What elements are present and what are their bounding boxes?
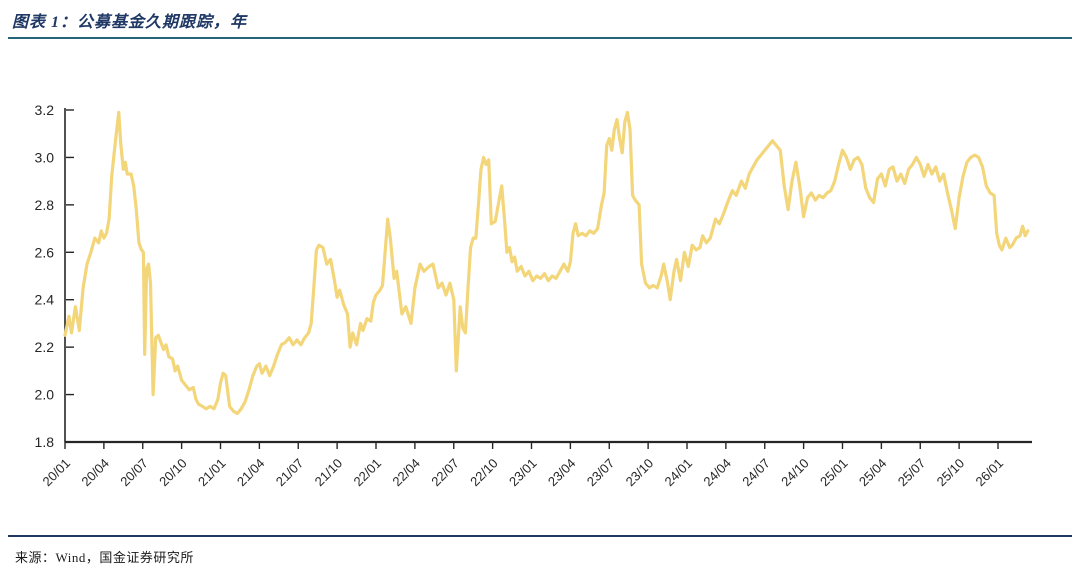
x-tick-label: 25/10 [934, 456, 968, 490]
y-tick-label: 2.2 [35, 339, 55, 355]
figure-title: 图表 1：公募基金久期跟踪，年 [12, 14, 248, 31]
x-tick-label: 20/10 [156, 456, 190, 490]
x-tick-label: 21/01 [195, 456, 229, 490]
footer-divider [8, 535, 1072, 537]
x-tick-label: 23/07 [584, 456, 618, 490]
y-tick-label: 3.0 [35, 149, 55, 165]
x-tick-label: 22/07 [428, 456, 462, 490]
x-tick-label: 23/01 [506, 456, 540, 490]
series-line-duration [63, 110, 1030, 416]
y-tick-label: 2.6 [35, 244, 55, 260]
x-tick-label: 21/04 [234, 456, 268, 490]
x-tick-label: 24/04 [700, 456, 734, 490]
title-divider [8, 37, 1072, 39]
x-tick-label: 20/01 [40, 456, 74, 490]
x-tick-label: 25/01 [817, 456, 851, 490]
y-tick-label: 3.2 [35, 102, 55, 118]
y-tick-label: 1.8 [35, 434, 55, 450]
y-tick-label: 2.0 [35, 387, 55, 403]
x-tick-label: 21/10 [312, 456, 346, 490]
x-tick-label: 22/04 [389, 456, 423, 490]
x-tick-label: 26/01 [973, 456, 1007, 490]
x-tick-label: 20/07 [117, 456, 151, 490]
y-tick-label: 2.4 [35, 292, 55, 308]
source-note: 来源：Wind，国金证券研究所 [15, 550, 194, 565]
y-tick-label: 2.8 [35, 197, 55, 213]
x-tick-label: 22/10 [467, 456, 501, 490]
x-tick-label: 24/10 [778, 456, 812, 490]
x-tick-label: 23/10 [623, 456, 657, 490]
x-tick-label: 21/07 [273, 456, 307, 490]
x-tick-label: 22/01 [351, 456, 385, 490]
x-tick-label: 25/07 [895, 456, 929, 490]
x-tick-label: 25/04 [856, 456, 890, 490]
x-tick-label: 24/01 [662, 456, 696, 490]
x-tick-label: 20/04 [78, 456, 112, 490]
x-tick-label: 24/07 [739, 456, 773, 490]
x-tick-label: 23/04 [545, 456, 579, 490]
